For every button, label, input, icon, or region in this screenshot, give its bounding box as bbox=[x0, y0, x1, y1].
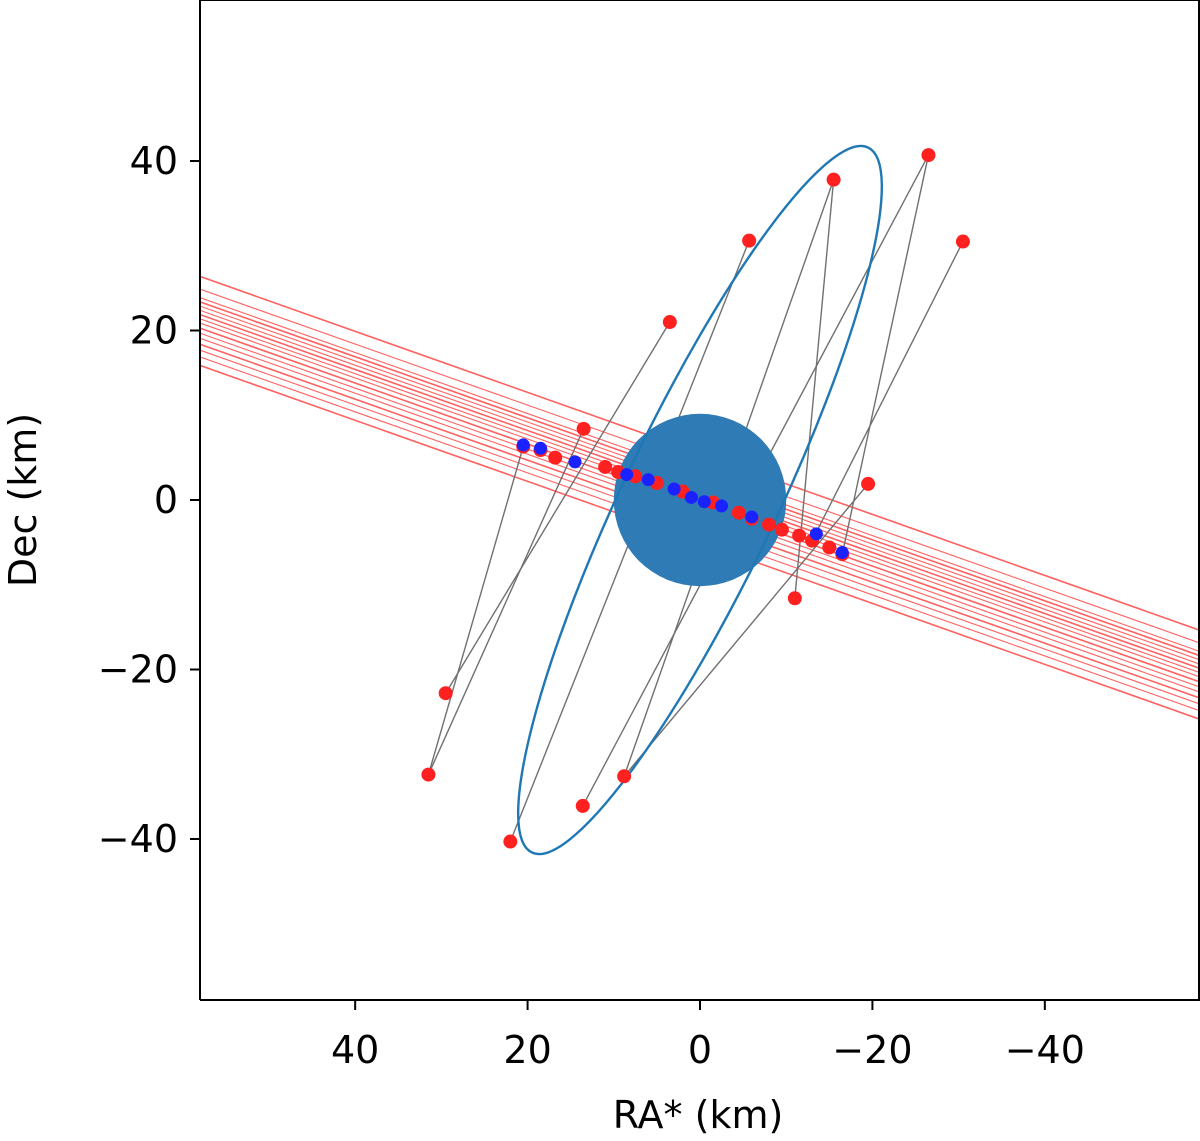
y-tick-label: 0 bbox=[154, 478, 178, 522]
connector-line bbox=[427, 428, 585, 775]
connector-line bbox=[427, 446, 524, 775]
x-axis-label: RA* (km) bbox=[613, 1093, 784, 1137]
blue-point bbox=[667, 482, 681, 496]
connector-line bbox=[794, 179, 835, 599]
blue-point bbox=[641, 473, 655, 487]
blue-point bbox=[534, 441, 548, 455]
blue-point bbox=[835, 546, 849, 560]
red-point bbox=[617, 769, 632, 784]
red-point bbox=[548, 450, 563, 465]
blue-point bbox=[745, 510, 759, 524]
blue-point bbox=[516, 438, 530, 452]
y-axis-ticks: 40 20 0 −20 −40 bbox=[98, 139, 200, 861]
x-tick-label: −40 bbox=[1005, 1028, 1085, 1072]
red-point bbox=[421, 767, 436, 782]
red-point bbox=[576, 421, 591, 436]
blue-point bbox=[809, 527, 823, 541]
red-point bbox=[921, 148, 936, 163]
y-tick-label: 40 bbox=[130, 139, 178, 183]
blue-point bbox=[620, 468, 634, 482]
red-point bbox=[503, 834, 518, 849]
red-point bbox=[662, 315, 677, 330]
x-tick-label: −20 bbox=[832, 1028, 912, 1072]
red-point bbox=[787, 591, 802, 606]
x-tick-label: 20 bbox=[503, 1028, 551, 1072]
red-point bbox=[826, 172, 841, 187]
plot-area bbox=[200, 144, 1200, 856]
y-tick-label: −20 bbox=[98, 647, 178, 691]
blue-points bbox=[516, 438, 849, 560]
red-point bbox=[742, 233, 757, 248]
x-axis-ticks: 40 20 0 −20 −40 bbox=[331, 1000, 1085, 1072]
red-point bbox=[861, 476, 876, 491]
y-tick-label: −40 bbox=[98, 817, 178, 861]
red-point bbox=[598, 459, 613, 474]
red-point bbox=[761, 517, 776, 532]
red-point bbox=[438, 686, 453, 701]
blue-point bbox=[684, 490, 698, 504]
red-point bbox=[955, 234, 970, 249]
red-point bbox=[822, 540, 837, 555]
red-point bbox=[731, 505, 746, 520]
connector-line bbox=[841, 154, 930, 555]
fitted-ellipse bbox=[516, 144, 884, 856]
red-point bbox=[774, 522, 789, 537]
blue-point bbox=[715, 499, 729, 513]
blue-point bbox=[568, 455, 582, 469]
blue-point bbox=[697, 495, 711, 509]
connector-line bbox=[623, 483, 869, 777]
connector-line bbox=[811, 241, 964, 541]
red-point bbox=[792, 528, 807, 543]
fitted-ellipse-layer bbox=[516, 144, 884, 856]
y-axis-label: Dec (km) bbox=[1, 413, 45, 587]
y-tick-label: 20 bbox=[130, 309, 178, 353]
connector-line bbox=[445, 321, 671, 694]
x-tick-label: 0 bbox=[688, 1028, 712, 1072]
red-point bbox=[575, 798, 590, 813]
x-tick-label: 40 bbox=[331, 1028, 379, 1072]
